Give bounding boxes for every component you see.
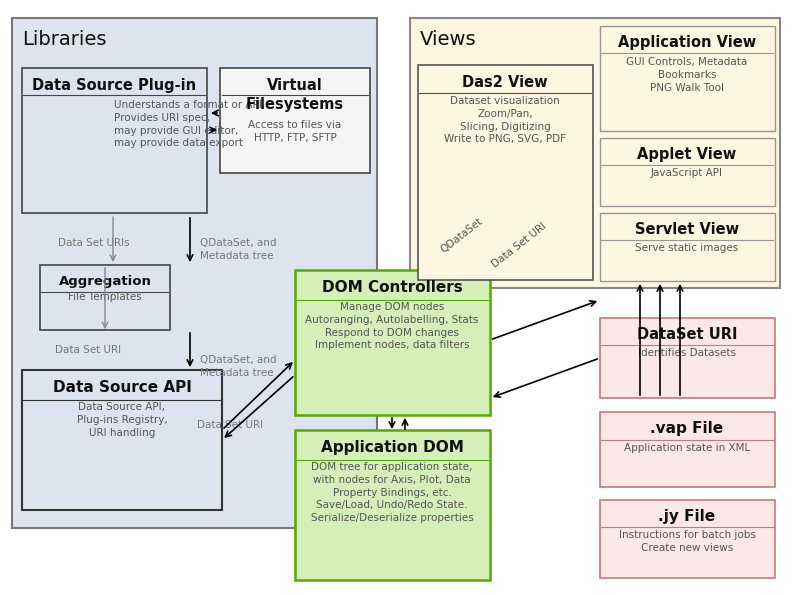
Bar <box>410 18 780 288</box>
Text: Applet View: Applet View <box>638 147 737 162</box>
Text: DataSet URI: DataSet URI <box>637 327 738 342</box>
Text: DOM tree for application state,
with nodes for Axis, Plot, Data
Property Binding: DOM tree for application state, with nod… <box>310 462 473 523</box>
Text: Data Set URI: Data Set URI <box>490 221 549 270</box>
Text: DOM Controllers: DOM Controllers <box>322 280 462 295</box>
Text: Views: Views <box>420 30 476 49</box>
Text: Instructions for batch jobs
Create new views: Instructions for batch jobs Create new v… <box>619 530 755 553</box>
Text: Aggregation: Aggregation <box>59 275 152 288</box>
Text: QDataSet, and
Metadata tree: QDataSet, and Metadata tree <box>200 238 276 261</box>
Text: Application state in XML: Application state in XML <box>624 443 750 453</box>
Bar <box>220 68 370 173</box>
Bar <box>22 370 222 510</box>
Text: Data Source API: Data Source API <box>52 380 191 395</box>
Text: Data Set URI: Data Set URI <box>55 345 121 355</box>
Text: JavaScript API: JavaScript API <box>651 168 723 178</box>
Bar <box>600 138 775 206</box>
Bar <box>12 18 377 528</box>
Bar <box>40 265 170 330</box>
Bar <box>600 213 775 281</box>
Text: Data Source Plug-in: Data Source Plug-in <box>32 78 196 93</box>
Text: Dataset visualization
Zoom/Pan,
Slicing, Digitizing
Write to PNG, SVG, PDF: Dataset visualization Zoom/Pan, Slicing,… <box>444 96 566 145</box>
Text: Manage DOM nodes
Autoranging, Autolabelling, Stats
Respond to DOM changes
Implem: Manage DOM nodes Autoranging, Autolabell… <box>306 302 479 350</box>
Bar <box>600 318 775 398</box>
Text: Serve static images: Serve static images <box>635 243 738 253</box>
Text: Data Source API,
Plug-ins Registry,
URI handling: Data Source API, Plug-ins Registry, URI … <box>77 402 168 437</box>
Text: Identifies Datasets: Identifies Datasets <box>638 348 736 358</box>
Text: GUI Controls, Metadata
Bookmarks
PNG Walk Tool: GUI Controls, Metadata Bookmarks PNG Wal… <box>626 57 748 93</box>
Bar <box>600 26 775 131</box>
Text: Application DOM: Application DOM <box>321 440 464 455</box>
Bar <box>295 270 490 415</box>
Text: Servlet View: Servlet View <box>635 222 739 237</box>
Text: .jy File: .jy File <box>658 509 715 524</box>
Bar <box>22 68 207 213</box>
Text: QDataSet: QDataSet <box>439 216 484 255</box>
Text: Libraries: Libraries <box>22 30 106 49</box>
Text: Data Set URIs: Data Set URIs <box>58 238 129 248</box>
Text: File Templates: File Templates <box>68 292 142 302</box>
Text: Das2 View: Das2 View <box>462 75 548 90</box>
Text: Data Set URI: Data Set URI <box>197 420 263 430</box>
Bar <box>600 412 775 487</box>
Bar <box>418 65 593 280</box>
Bar <box>295 430 490 580</box>
Text: Application View: Application View <box>618 35 756 50</box>
Text: QDataSet, and
Metadata tree: QDataSet, and Metadata tree <box>200 355 276 378</box>
Text: Understands a format or API,
Provides URI spec,
may provide GUI editor,
may prov: Understands a format or API, Provides UR… <box>114 100 265 148</box>
Text: Access to files via
HTTP, FTP, SFTP: Access to files via HTTP, FTP, SFTP <box>249 120 341 143</box>
Text: .vap File: .vap File <box>650 421 723 436</box>
Text: Virtual
Filesystems: Virtual Filesystems <box>246 78 344 112</box>
Bar <box>600 500 775 578</box>
